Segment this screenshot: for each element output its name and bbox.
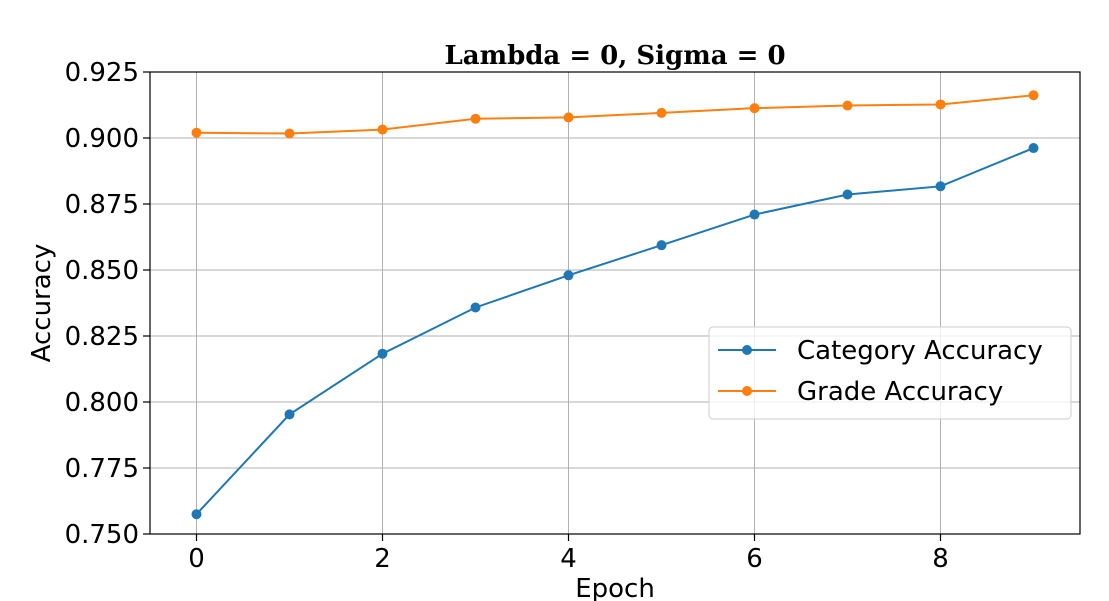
data-point [377, 124, 388, 135]
y-axis-label: Accuracy [27, 244, 57, 363]
y-tick-label: 0.825 [65, 322, 139, 352]
data-point [842, 189, 853, 200]
y-axis: 0.750 0.775 0.800 0.825 0.850 0.875 0.900 0.925 [65, 58, 150, 550]
data-point [656, 240, 667, 251]
x-axis: 0 2 4 6 8 [188, 534, 949, 574]
legend: Category Accuracy Grade Accuracy [708, 326, 1072, 420]
data-point [377, 348, 388, 359]
data-point [749, 103, 760, 114]
legend-label-category: Category Accuracy [797, 336, 1043, 366]
y-tick-label: 0.925 [65, 58, 139, 88]
legend-marker-grade [742, 386, 752, 396]
data-point [749, 209, 760, 220]
y-tick-label: 0.800 [65, 388, 139, 418]
data-point [1028, 90, 1039, 101]
series-line-1 [196, 94, 1034, 135]
data-point [935, 181, 946, 192]
grid [150, 71, 1080, 535]
y-tick-label: 0.775 [65, 454, 139, 484]
plot-frame [149, 71, 1081, 535]
y-tick-label: 0.850 [65, 256, 139, 286]
data-point [191, 509, 202, 520]
data-point [284, 128, 295, 139]
y-tick-label: 0.750 [65, 520, 139, 550]
chart-title: Lambda = 0, Sigma = 0 [444, 41, 785, 71]
legend-box [708, 326, 1072, 420]
x-tick-label: 2 [374, 544, 391, 574]
data-point [656, 107, 667, 118]
data-point [191, 127, 202, 138]
data-point [470, 113, 481, 124]
legend-label-grade: Grade Accuracy [797, 377, 1003, 407]
series-layer [191, 90, 1039, 520]
data-point [1028, 143, 1039, 154]
y-tick-label: 0.900 [65, 124, 139, 154]
x-tick-label: 0 [188, 544, 205, 574]
legend-marker-category [742, 345, 752, 355]
data-point [470, 302, 481, 313]
x-tick-label: 4 [560, 544, 577, 574]
x-tick-label: 8 [932, 544, 949, 574]
data-point [563, 112, 574, 123]
data-point [935, 99, 946, 110]
data-point [563, 270, 574, 281]
data-point [284, 409, 295, 420]
series-line-0 [195, 147, 1034, 515]
x-axis-label: Epoch [575, 574, 655, 601]
y-tick-label: 0.875 [65, 190, 139, 220]
data-point [842, 100, 853, 111]
x-tick-label: 6 [746, 544, 763, 574]
